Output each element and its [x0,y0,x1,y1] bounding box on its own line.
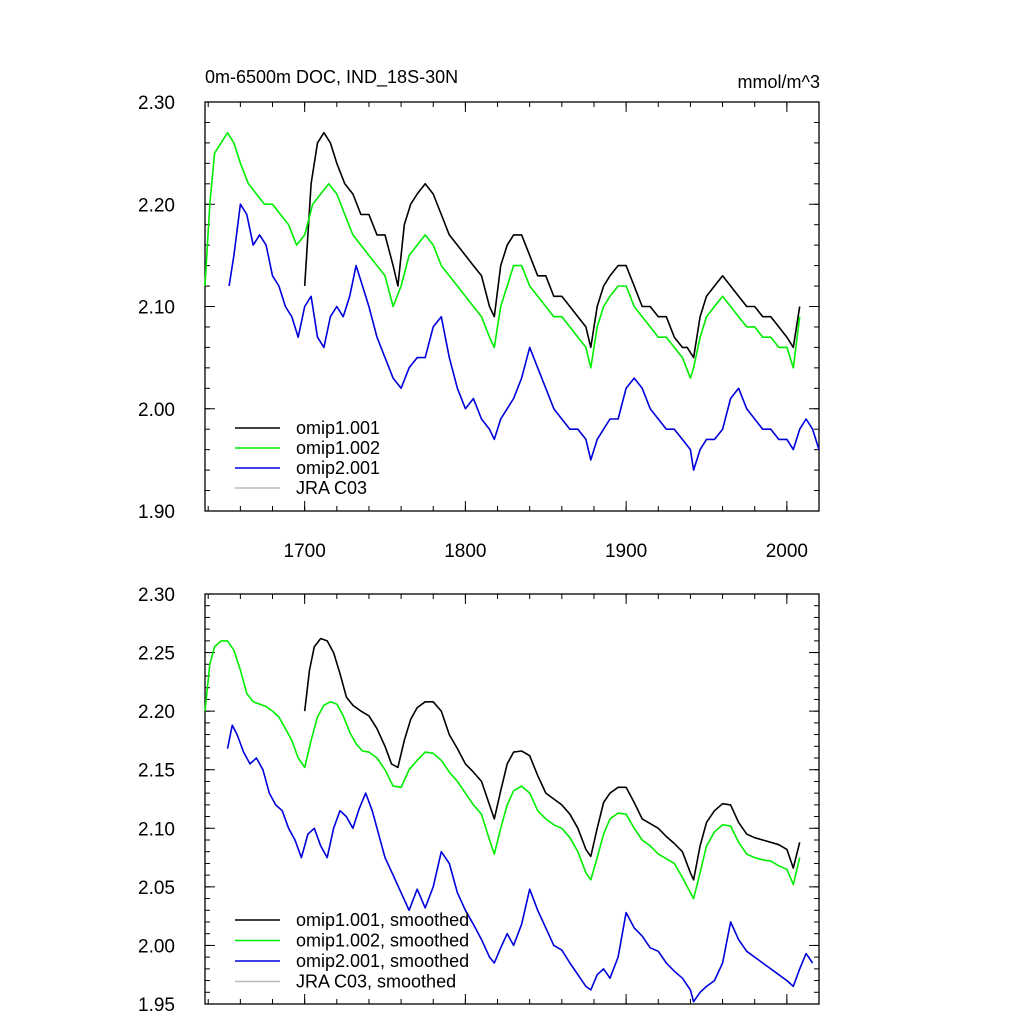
top-ticks: 1.90 2.00 2.10 2.20 2.30 1700 1800 1900 2000 [138,93,820,562]
y-tick-label: 2.05 [138,878,175,899]
top-panel: 0m-6500m DOC, IND_18S-30N mmol/m^3 1.90 2… [138,67,820,562]
y-tick-label: 2.00 [138,936,175,957]
legend-label: omip2.001, smoothed [296,951,469,971]
x-tick-label: 1900 [605,541,647,562]
series-line-0 [303,637,801,881]
y-tick-label: 2.25 [138,644,175,665]
top-title: 0m-6500m DOC, IND_18S-30N [205,67,458,88]
x-tick-label: 2000 [766,541,808,562]
y-tick-label: 1.95 [138,995,175,1016]
bottom-plot-frame [204,593,820,1005]
y-tick-label: 1.90 [138,502,175,523]
top-units: mmol/m^3 [738,72,820,92]
legend-label: omip2.001 [296,458,380,478]
x-tick-label: 1800 [444,541,486,562]
series-line-2 [226,724,814,1003]
series-line-1 [204,131,801,379]
legend-label: JRA C03 [296,478,367,498]
y-tick-label: 2.20 [138,195,175,216]
y-tick-label: 2.30 [138,585,175,606]
y-tick-label: 2.15 [138,761,175,782]
y-tick-label: 2.00 [138,400,175,421]
bottom-series-lines [204,637,814,1003]
x-tick-label: 1700 [284,541,326,562]
legend-label: omip1.002 [296,438,380,458]
series-line-0 [303,131,801,359]
y-tick-label: 2.10 [138,819,175,840]
bottom-ticks: 1.95 2.00 2.05 2.10 2.15 2.20 2.25 2.30 [138,585,820,1016]
legend-label: omip1.002, smoothed [296,931,469,951]
series-line-2 [228,203,820,471]
bottom-panel: 1.95 2.00 2.05 2.10 2.15 2.20 2.25 2.30 omip1.0… [138,585,820,1016]
y-tick-label: 2.10 [138,298,175,319]
top-series-lines [204,131,820,471]
legend-label: JRA C03, smoothed [296,972,456,992]
series-line-1 [204,640,801,900]
y-tick-label: 2.20 [138,702,175,723]
legend-label: omip1.001 [296,418,380,438]
y-tick-label: 2.30 [138,93,175,114]
legend-label: omip1.001, smoothed [296,910,469,930]
